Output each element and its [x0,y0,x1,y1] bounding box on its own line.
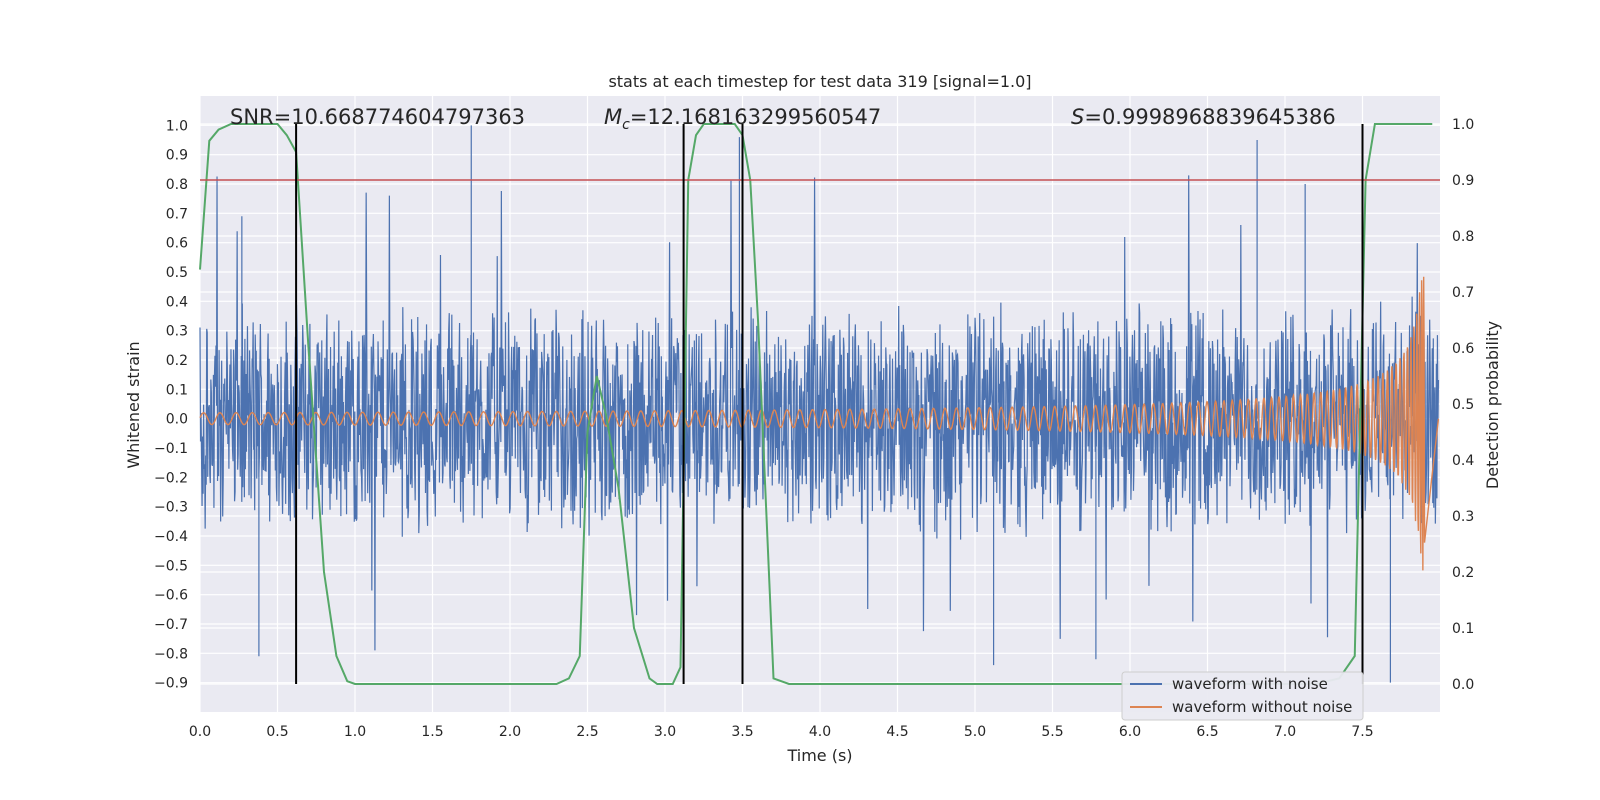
chirp-mass-value: =12.168163299560547 [630,105,881,129]
score-symbol: S [1071,105,1084,129]
y-right-tick-label: 0.7 [1452,285,1474,301]
score-annotation: S=0.9998968839645386 [1071,105,1336,129]
waveform-with-noise-line [199,125,1440,683]
x-tick-label: 1.0 [344,724,366,740]
x-tick-label: 4.0 [809,724,831,740]
y-left-tick-label: 0.8 [166,177,188,193]
y-right-tick-label: 0.1 [1452,621,1474,637]
x-tick-label: 4.5 [886,724,908,740]
x-tick-label: 0.0 [189,724,211,740]
x-tick-label: 1.5 [421,724,443,740]
chirp-mass-annotation: Mc=12.168163299560547 [604,105,881,133]
y-right-tick-label: 0.3 [1452,509,1474,525]
x-tick-label: 3.0 [654,724,676,740]
x-tick-label: 5.0 [964,724,986,740]
waveform-without-noise-line [199,276,1440,571]
legend-label-noise: waveform with noise [1172,675,1328,693]
y-right-tick-label: 1.0 [1452,117,1474,133]
y-right-tick-label: 0.6 [1452,341,1474,357]
x-tick-label: 7.5 [1351,724,1373,740]
y-right-tick-label: 0.2 [1452,565,1474,581]
y-left-tick-label: −0.4 [154,529,188,545]
y-left-tick-label: 0.5 [166,265,188,281]
snr-annotation: SNR=10.668774604797363 [230,105,525,129]
y-right-tick-label: 0.5 [1452,397,1474,413]
waveform-with-noise-series [199,125,1440,683]
legend-box [1121,671,1364,721]
x-tick-label: 2.5 [576,724,598,740]
y-left-tick-label: −0.6 [154,588,188,604]
x-tick-label: 6.0 [1119,724,1141,740]
legend: waveform with noise waveform without noi… [1121,671,1364,721]
waveform-without-noise-series [199,276,1440,571]
x-tick-label: 3.5 [731,724,753,740]
y-right-tick-label: 0.9 [1452,173,1474,189]
score-value: =0.9998968839645386 [1084,105,1335,129]
chirp-mass-subscript: c [622,117,630,133]
y-left-tick-label: 0.7 [166,206,188,222]
y-left-tick-label: −0.8 [154,646,188,662]
y-left-tick-label: 1.0 [166,118,188,134]
x-tick-label: 6.5 [1196,724,1218,740]
y-left-tick-label: 0.1 [166,382,188,398]
chirp-mass-symbol: M [604,105,622,129]
y-left-tick-label: −0.5 [154,558,188,574]
y-left-tick-label: 0.3 [166,324,188,340]
y-left-tick-label: −0.2 [154,470,188,486]
chart-title: stats at each timestep for test data 319… [608,72,1031,91]
y-left-tick-label: −0.1 [154,441,188,457]
y-left-tick-label: 0.2 [166,353,188,369]
y-right-tick-label: 0.8 [1452,229,1474,245]
y-axis-left-label: Whitened strain [124,341,143,468]
y-left-tick-label: 0.9 [166,148,188,164]
y-left-tick-label: 0.6 [166,236,188,252]
y-left-tick-label: −0.7 [154,617,188,633]
legend-label-clean: waveform without noise [1172,698,1352,716]
y-left-tick-label: 0.4 [166,294,188,310]
y-right-tick-label: 0.0 [1452,677,1474,693]
x-tick-label: 2.0 [499,724,521,740]
y-left-tick-label: −0.9 [154,676,188,692]
y-axis-right-label: Detection probability [1483,321,1502,489]
x-axis-label: Time (s) [786,746,852,765]
tick-label-group: 0.0 0.5 1.0 1.5 2.0 2.5 3.0 3.5 4.0 4.5 5.0 5.5 6.0 6… [154,117,1474,740]
y-left-tick-label: −0.3 [154,500,188,516]
x-tick-label: 0.5 [266,724,288,740]
x-tick-label: 5.5 [1041,724,1063,740]
vertical-marker-group [295,124,1364,684]
x-tick-label: 7.0 [1274,724,1296,740]
y-left-tick-label: 0.0 [166,412,188,428]
y-right-tick-label: 0.4 [1452,453,1474,469]
